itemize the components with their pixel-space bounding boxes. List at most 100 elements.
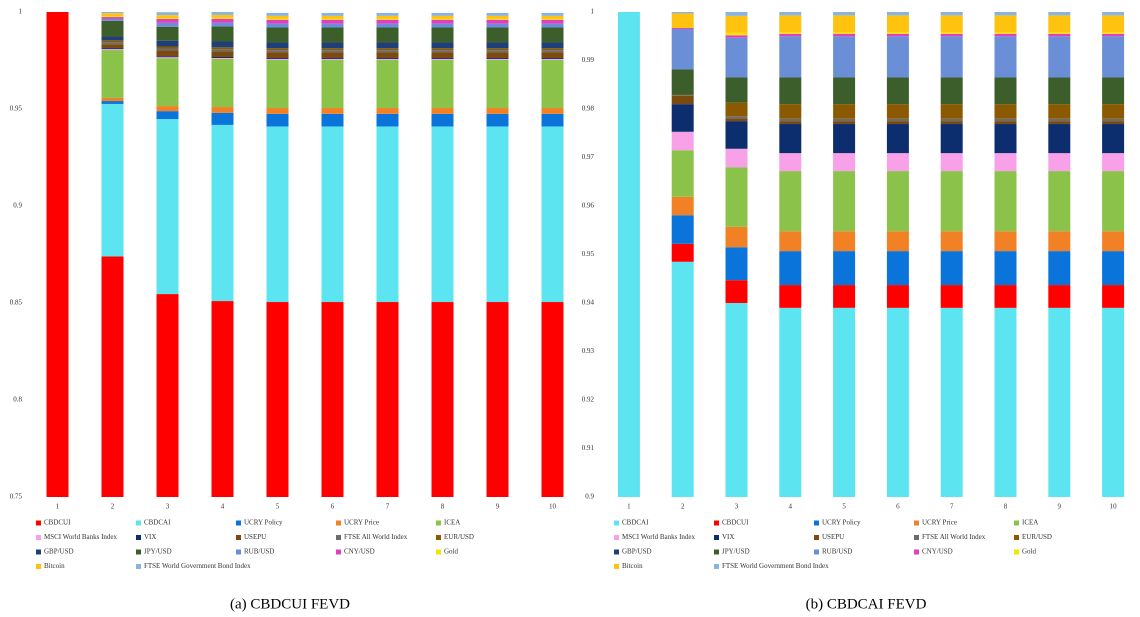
bar-segment	[211, 57, 234, 59]
legend-swatch	[1014, 535, 1019, 540]
legend-label: ICEA	[444, 519, 460, 527]
bar-segment	[211, 49, 234, 52]
bar-segment	[541, 52, 564, 58]
bar-segment	[1048, 124, 1071, 154]
bar-segment	[211, 14, 234, 18]
bar-segment	[940, 231, 963, 252]
bar-segment	[1048, 104, 1071, 119]
bar-segment	[779, 12, 802, 16]
x-tick-label: 2	[681, 503, 685, 511]
legend-label: Gold	[1022, 548, 1037, 556]
y-tick-label: 0.96	[582, 202, 595, 210]
bar-segment	[886, 121, 909, 125]
bar-segment	[101, 103, 124, 257]
bar-segment	[994, 124, 1017, 154]
bar-segment	[671, 104, 694, 132]
bar-segment	[46, 12, 69, 497]
bar-segment	[779, 33, 802, 37]
bar-segment	[101, 97, 124, 102]
bar-segment	[376, 52, 399, 58]
bar-segment	[486, 58, 509, 60]
bar-segment	[725, 280, 748, 303]
bar-segment	[486, 50, 509, 53]
bar-segment	[994, 231, 1017, 252]
legend-label: MSCI World Banks Index	[622, 533, 696, 541]
bar-segment	[541, 126, 564, 303]
bar-segment	[940, 307, 963, 497]
legend-swatch	[236, 535, 241, 540]
bar-segment	[671, 131, 694, 151]
bar-segment	[486, 12, 509, 16]
bar-segment	[1048, 77, 1071, 105]
bar-segment	[156, 40, 179, 47]
bar-segment	[940, 36, 963, 78]
bar-segment	[156, 294, 179, 497]
bar-segment	[1048, 118, 1071, 122]
bar-segment	[101, 20, 124, 37]
bar-segment	[156, 58, 179, 107]
bar-segment	[211, 301, 234, 497]
legend-label: FTSE All World Index	[344, 533, 408, 541]
bar-segment	[156, 111, 179, 120]
bar-segment	[994, 121, 1017, 125]
bar-segment	[266, 42, 289, 49]
bar-segment	[671, 13, 694, 29]
bar-segment	[156, 22, 179, 27]
bar-segment	[541, 302, 564, 497]
bar-segment	[779, 118, 802, 122]
bar-segment	[779, 153, 802, 172]
bar-segment	[725, 32, 748, 36]
bar-segment	[1102, 251, 1125, 286]
bar-segment	[156, 50, 179, 57]
bar-segment	[779, 32, 802, 34]
bar-segment	[994, 12, 1017, 16]
bar-segment	[431, 19, 454, 24]
legend-swatch	[336, 549, 341, 555]
legend-label: MSCI World Banks Index	[44, 533, 118, 541]
bar-segment	[211, 18, 234, 23]
bar-segment	[833, 124, 856, 154]
bar-segment	[431, 113, 454, 127]
bar-segment	[779, 124, 802, 154]
legend-label: FTSE World Government Bond Index	[144, 562, 251, 570]
x-tick-label: 1	[56, 503, 60, 511]
legend-swatch	[36, 549, 41, 555]
bar-segment	[1048, 36, 1071, 78]
chart-caption: (a) CBDCUI FEVD	[230, 596, 350, 612]
bar-segment	[1048, 33, 1071, 37]
bar-segment	[266, 52, 289, 58]
bar-segment	[156, 106, 179, 112]
bar-segment	[541, 19, 564, 24]
bar-segment	[671, 28, 694, 29]
bar-segment	[321, 23, 344, 28]
bar-segment	[671, 196, 694, 216]
bar-segment	[1048, 285, 1071, 308]
bar-segment	[211, 112, 234, 125]
bar-segment	[617, 12, 640, 497]
bar-segment	[725, 247, 748, 281]
bar-segment	[541, 108, 564, 114]
bar-segment	[266, 48, 289, 51]
legend-label: UCRY Price	[344, 519, 379, 527]
bar-segment	[156, 48, 179, 51]
legend-label: GBP/USD	[622, 548, 652, 556]
legend-swatch	[614, 549, 619, 555]
legend-swatch	[136, 520, 141, 526]
y-tick-label: 1	[19, 8, 23, 16]
bar-segment	[486, 42, 509, 49]
legend-label: RUB/USD	[244, 548, 274, 556]
bar-segment	[321, 52, 344, 58]
legend-label: UCRY Policy	[822, 519, 861, 527]
bar-segment	[486, 59, 509, 109]
bar-segment	[376, 19, 399, 24]
bar-segment	[940, 251, 963, 286]
legend-swatch	[614, 535, 619, 540]
bar-segment	[886, 285, 909, 308]
legend-label: JPY/USD	[722, 548, 750, 556]
bar-segment	[266, 58, 289, 60]
x-tick-label: 6	[896, 503, 900, 511]
x-tick-label: 7	[386, 503, 390, 511]
bar-segment	[725, 118, 748, 122]
bar-segment	[211, 47, 234, 50]
